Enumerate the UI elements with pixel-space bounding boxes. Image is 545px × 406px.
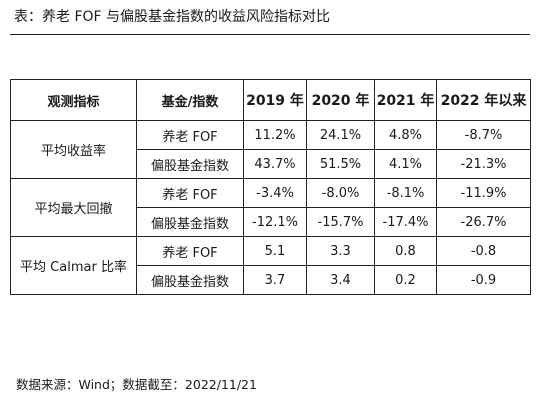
header-year-2020: 2020 年 (306, 79, 375, 121)
value-cell: 4.1% (374, 149, 437, 179)
table-row: 偏股基金指数 3.7 3.4 0.2 -0.9 (11, 265, 531, 295)
value-cell: 51.5% (306, 149, 375, 179)
metric-cell: 平均收益率 (10, 120, 137, 179)
header-fund: 基金/指数 (136, 79, 244, 121)
table-header-row: 观测指标 基金/指数 2019 年 2020 年 2021 年 2022 年以来 (10, 79, 531, 121)
value-cell: -17.4% (374, 207, 437, 237)
value-cell: 3.7 (243, 265, 307, 295)
value-cell: 5.1 (243, 236, 307, 266)
fund-cell: 偏股基金指数 (136, 149, 244, 179)
table-row: 偏股基金指数 -12.1% -15.7% -17.4% -26.7% (11, 207, 531, 237)
table-row: 平均最大回撤 养老 FOF -3.4% -8.0% -8.1% -11.9% (10, 178, 531, 237)
fund-cell: 偏股基金指数 (136, 265, 244, 295)
table-row: 平均收益率 养老 FOF 11.2% 24.1% 4.8% -8.7% (10, 120, 531, 179)
value-cell: -3.4% (243, 178, 307, 208)
value-cell: -11.9% (436, 178, 531, 208)
table-caption: 表：养老 FOF 与偏股基金指数的收益风险指标对比 (14, 9, 331, 25)
value-cell: -8.0% (306, 178, 375, 208)
value-cell: -0.8 (436, 236, 531, 266)
value-cell: -12.1% (243, 207, 307, 237)
source-note: 数据来源：Wind；数据截至：2022/11/21 (16, 377, 257, 392)
header-year-2021: 2021 年 (374, 79, 437, 121)
fund-cell: 偏股基金指数 (136, 207, 244, 237)
metric-cell: 平均最大回撤 (10, 178, 137, 237)
fund-cell: 养老 FOF (136, 120, 244, 150)
value-cell: 3.3 (306, 236, 375, 266)
comparison-table: 观测指标 基金/指数 2019 年 2020 年 2021 年 2022 年以来… (10, 79, 531, 295)
value-cell: -8.7% (436, 120, 531, 150)
value-cell: 0.8 (374, 236, 437, 266)
metric-cell: 平均 Calmar 比率 (10, 236, 137, 295)
value-cell: -26.7% (436, 207, 531, 237)
value-cell: -0.9 (436, 265, 531, 295)
value-cell: -8.1% (374, 178, 437, 208)
header-metric: 观测指标 (10, 79, 137, 121)
value-cell: 24.1% (306, 120, 375, 150)
table-row: 偏股基金指数 43.7% 51.5% 4.1% -21.3% (11, 149, 531, 179)
fund-cell: 养老 FOF (136, 236, 244, 266)
value-cell: 11.2% (243, 120, 307, 150)
value-cell: -21.3% (436, 149, 531, 179)
value-cell: 3.4 (306, 265, 375, 295)
header-year-2022-since: 2022 年以来 (436, 79, 531, 121)
value-cell: -15.7% (306, 207, 375, 237)
fund-cell: 养老 FOF (136, 178, 244, 208)
table-row: 平均 Calmar 比率 养老 FOF 5.1 3.3 0.8 -0.8 (10, 236, 531, 295)
caption-divider (10, 34, 530, 35)
value-cell: 0.2 (374, 265, 437, 295)
value-cell: 4.8% (374, 120, 437, 150)
value-cell: 43.7% (243, 149, 307, 179)
header-year-2019: 2019 年 (243, 79, 307, 121)
